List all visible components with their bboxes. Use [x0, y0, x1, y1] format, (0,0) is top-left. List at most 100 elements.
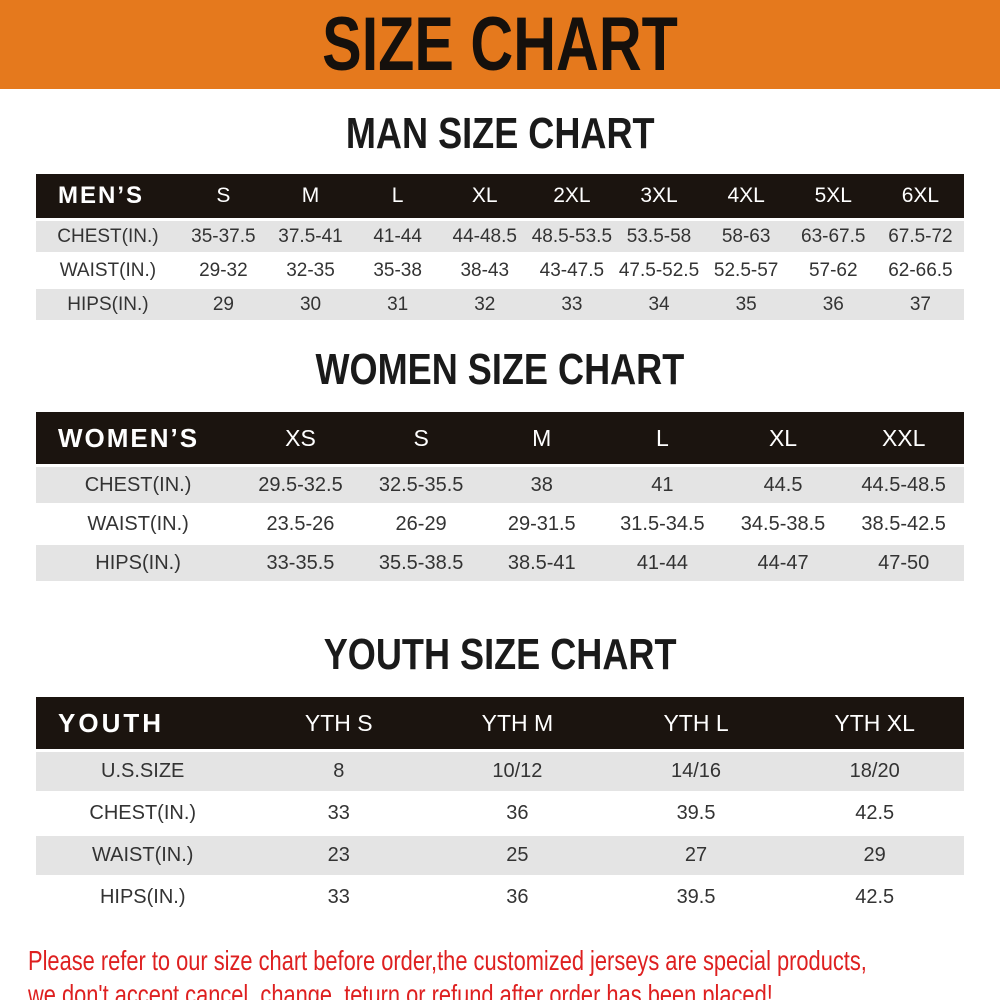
table-row: HIPS(IN.) 29 30 31 32 33 34 35 36 37 — [36, 289, 964, 320]
women-size-table: WOMEN’S XS S M L XL XXL CHEST(IN.) 29.5-32.5 32.5… — [36, 409, 964, 584]
measurement-value-cell: 63-67.5 — [789, 221, 877, 252]
measurement-value-cell: 33 — [528, 289, 616, 320]
measurement-value-cell: 39.5 — [606, 794, 786, 833]
women-section-heading: WOMEN SIZE CHART — [0, 347, 1000, 393]
size-column-header: XXL — [843, 412, 964, 464]
measurement-label-cell: HIPS(IN.) — [36, 289, 180, 320]
size-column-header: XL — [722, 412, 844, 464]
measurement-value-cell: 35 — [702, 289, 790, 320]
measurement-value-cell: 36 — [789, 289, 877, 320]
measurement-value-cell: 8 — [249, 752, 429, 791]
table-row: CHEST(IN.) 29.5-32.5 32.5-35.5 38 41 44.5 44.5… — [36, 467, 964, 503]
measurement-value-cell: 44.5 — [722, 467, 844, 503]
size-column-header: YTH L — [606, 697, 786, 749]
table-row: WAIST(IN.) 23.5-26 26-29 29-31.5 31.5-34.5 34… — [36, 506, 964, 542]
measurement-label-cell: WAIST(IN.) — [36, 836, 250, 875]
size-column-header: M — [266, 174, 355, 218]
men-section-heading: MAN SIZE CHART — [0, 111, 1000, 157]
size-column-header: 6XL — [876, 174, 964, 218]
size-table-header-row: MEN’S S M L XL 2XL 3XL 4XL 5XL 6XL — [36, 174, 964, 218]
youth-section-heading-text: YOUTH SIZE CHART — [323, 630, 677, 679]
measurement-label-cell: CHEST(IN.) — [36, 467, 241, 503]
disclaimer-text: Please refer to our size chart before or… — [0, 944, 1000, 1000]
measurement-value-cell: 18/20 — [785, 752, 964, 791]
size-column-header: 3XL — [615, 174, 703, 218]
measurement-value-cell: 37 — [876, 289, 964, 320]
measurement-value-cell: 29-31.5 — [481, 506, 603, 542]
measurement-value-cell: 41 — [602, 467, 723, 503]
measurement-value-cell: 25 — [428, 836, 607, 875]
measurement-value-cell: 31 — [354, 289, 442, 320]
measurement-value-cell: 67.5-72 — [876, 221, 964, 252]
measurement-label-cell: HIPS(IN.) — [36, 878, 250, 917]
size-column-header: L — [354, 174, 442, 218]
measurement-value-cell: 32.5-35.5 — [360, 467, 482, 503]
measurement-value-cell: 23.5-26 — [240, 506, 361, 542]
measurement-value-cell: 43-47.5 — [528, 255, 616, 286]
measurement-value-cell: 32-35 — [266, 255, 355, 286]
measurement-value-cell: 33 — [249, 878, 429, 917]
table-title-cell: YOUTH — [36, 697, 250, 749]
table-row: U.S.SIZE 8 10/12 14/16 18/20 — [36, 752, 964, 791]
size-column-header: 4XL — [702, 174, 790, 218]
table-row: HIPS(IN.) 33 36 39.5 42.5 — [36, 878, 964, 917]
measurement-value-cell: 14/16 — [606, 752, 786, 791]
measurement-value-cell: 41-44 — [354, 221, 442, 252]
measurement-label-cell: U.S.SIZE — [36, 752, 250, 791]
table-title-cell: MEN’S — [36, 174, 180, 218]
measurement-value-cell: 38.5-41 — [481, 545, 603, 581]
measurement-value-cell: 29-32 — [179, 255, 267, 286]
table-row: CHEST(IN.) 33 36 39.5 42.5 — [36, 794, 964, 833]
size-table-header-row: WOMEN’S XS S M L XL XXL — [36, 412, 964, 464]
measurement-value-cell: 30 — [266, 289, 355, 320]
youth-size-table: YOUTH YTH S YTH M YTH L YTH XL U.S.SIZE 8 10/12… — [36, 694, 964, 920]
measurement-value-cell: 35-38 — [354, 255, 442, 286]
disclaimer-line-2: we don't accept cancel, change, teturn o… — [28, 979, 773, 1000]
size-column-header: S — [360, 412, 482, 464]
measurement-value-cell: 35-37.5 — [179, 221, 267, 252]
measurement-value-cell: 38 — [481, 467, 603, 503]
table-row: HIPS(IN.) 33-35.5 35.5-38.5 38.5-41 41-44 44-… — [36, 545, 964, 581]
measurement-value-cell: 41-44 — [602, 545, 723, 581]
measurement-value-cell: 42.5 — [785, 794, 964, 833]
measurement-label-cell: CHEST(IN.) — [36, 221, 180, 252]
measurement-value-cell: 52.5-57 — [702, 255, 790, 286]
table-title-cell: WOMEN’S — [36, 412, 241, 464]
measurement-value-cell: 44.5-48.5 — [843, 467, 964, 503]
size-table-header-row: YOUTH YTH S YTH M YTH L YTH XL — [36, 697, 964, 749]
size-column-header: YTH S — [249, 697, 429, 749]
measurement-value-cell: 35.5-38.5 — [360, 545, 482, 581]
size-column-header: XS — [240, 412, 361, 464]
size-column-header: YTH M — [428, 697, 607, 749]
measurement-value-cell: 29 — [785, 836, 964, 875]
measurement-value-cell: 47-50 — [843, 545, 964, 581]
measurement-value-cell: 48.5-53.5 — [528, 221, 616, 252]
measurement-value-cell: 47.5-52.5 — [615, 255, 703, 286]
table-row: WAIST(IN.) 29-32 32-35 35-38 38-43 43-47.5 47.… — [36, 255, 964, 286]
measurement-value-cell: 33-35.5 — [240, 545, 361, 581]
measurement-value-cell: 62-66.5 — [876, 255, 964, 286]
measurement-value-cell: 39.5 — [606, 878, 786, 917]
measurement-value-cell: 34.5-38.5 — [722, 506, 844, 542]
measurement-value-cell: 37.5-41 — [266, 221, 355, 252]
measurement-value-cell: 23 — [249, 836, 429, 875]
measurement-value-cell: 58-63 — [702, 221, 790, 252]
disclaimer-line-1: Please refer to our size chart before or… — [28, 945, 867, 976]
measurement-value-cell: 36 — [428, 878, 607, 917]
youth-section-heading: YOUTH SIZE CHART — [0, 632, 1000, 678]
size-column-header: 2XL — [528, 174, 616, 218]
measurement-value-cell: 38-43 — [441, 255, 529, 286]
measurement-value-cell: 32 — [441, 289, 529, 320]
size-column-header: 5XL — [789, 174, 877, 218]
men-size-table: MEN’S S M L XL 2XL 3XL 4XL 5XL 6XL CHEST(IN.) 35-37… — [36, 171, 964, 323]
measurement-value-cell: 10/12 — [428, 752, 607, 791]
measurement-value-cell: 36 — [428, 794, 607, 833]
measurement-value-cell: 42.5 — [785, 878, 964, 917]
banner-title: SIZE CHART — [322, 2, 678, 87]
men-section-heading-text: MAN SIZE CHART — [345, 109, 655, 158]
measurement-value-cell: 44-48.5 — [441, 221, 529, 252]
table-row: WAIST(IN.) 23 25 27 29 — [36, 836, 964, 875]
measurement-label-cell: WAIST(IN.) — [36, 255, 180, 286]
table-row: CHEST(IN.) 35-37.5 37.5-41 41-44 44-48.5 48.5… — [36, 221, 964, 252]
measurement-value-cell: 33 — [249, 794, 429, 833]
